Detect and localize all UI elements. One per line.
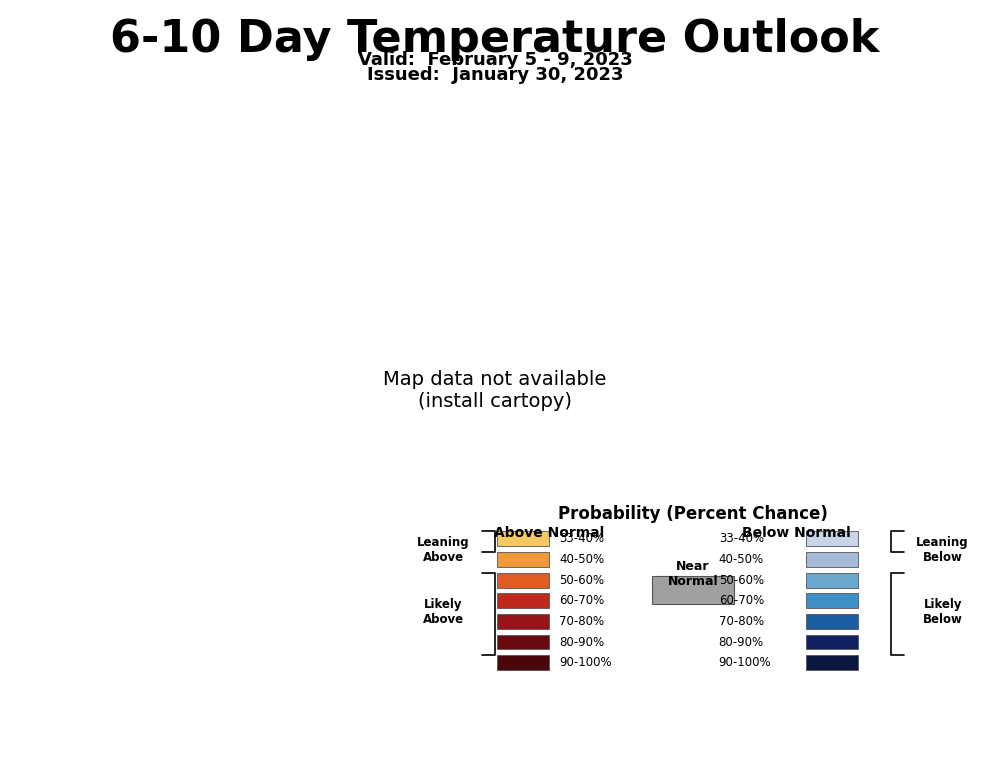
Text: Map data not available
(install cartopy): Map data not available (install cartopy) [383, 369, 607, 411]
Text: Probability (Percent Chance): Probability (Percent Chance) [558, 505, 828, 523]
Bar [497, 635, 548, 649]
Bar [806, 531, 857, 546]
Bar [806, 572, 857, 588]
Text: Below Normal: Below Normal [742, 526, 850, 539]
Text: 70-80%: 70-80% [719, 615, 764, 628]
Bar [806, 635, 857, 649]
Text: 70-80%: 70-80% [559, 615, 604, 628]
Text: 40-50%: 40-50% [719, 553, 764, 566]
Text: Likely
Below: Likely Below [923, 597, 962, 626]
Bar [806, 552, 857, 567]
Bar [497, 572, 548, 588]
Text: Likely
Above: Likely Above [423, 597, 464, 626]
Text: 60-70%: 60-70% [559, 594, 605, 607]
Bar [497, 655, 548, 670]
Text: 90-100%: 90-100% [559, 656, 612, 669]
Bar [497, 594, 548, 608]
Text: Issued:  January 30, 2023: Issued: January 30, 2023 [366, 67, 624, 84]
Bar [806, 655, 857, 670]
Bar [497, 552, 548, 567]
Text: 50-60%: 50-60% [559, 574, 604, 587]
Text: 80-90%: 80-90% [719, 636, 764, 649]
Bar [497, 531, 548, 546]
Text: 80-90%: 80-90% [559, 636, 604, 649]
Text: 33-40%: 33-40% [559, 532, 604, 545]
Text: Valid:  February 5 - 9, 2023: Valid: February 5 - 9, 2023 [357, 50, 633, 69]
Text: 33-40%: 33-40% [719, 532, 764, 545]
Bar [651, 576, 735, 604]
Text: 90-100%: 90-100% [719, 656, 771, 669]
Text: 40-50%: 40-50% [559, 553, 604, 566]
Text: 60-70%: 60-70% [719, 594, 764, 607]
Text: Leaning
Above: Leaning Above [417, 536, 469, 564]
Bar [806, 614, 857, 629]
Text: 6-10 Day Temperature Outlook: 6-10 Day Temperature Outlook [110, 18, 880, 61]
Bar [806, 594, 857, 608]
Text: 50-60%: 50-60% [719, 574, 764, 587]
Text: Near
Normal: Near Normal [667, 560, 719, 588]
Bar [497, 614, 548, 629]
Text: Above Normal: Above Normal [494, 526, 604, 539]
Text: Leaning
Below: Leaning Below [917, 536, 969, 564]
